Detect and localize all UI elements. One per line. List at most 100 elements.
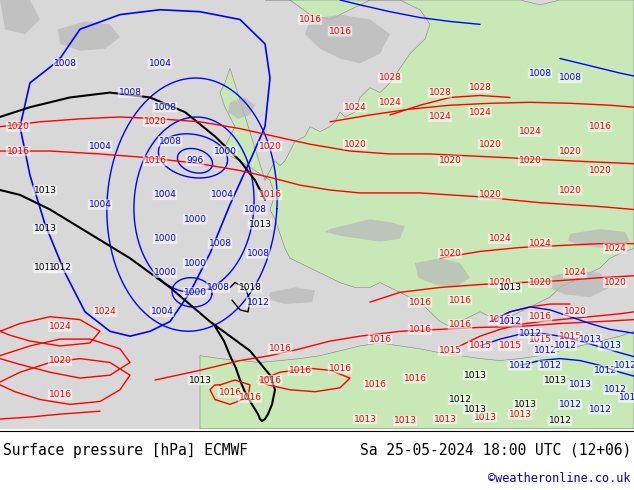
Text: 1020: 1020 <box>489 278 512 287</box>
Text: 1012: 1012 <box>548 416 571 425</box>
Text: 1013: 1013 <box>434 415 456 423</box>
Text: 1008: 1008 <box>207 283 230 292</box>
Text: 1004: 1004 <box>150 307 174 317</box>
Text: 1013: 1013 <box>34 186 56 195</box>
Text: 1013: 1013 <box>508 410 531 418</box>
Text: 1024: 1024 <box>429 112 451 122</box>
Text: 1012: 1012 <box>508 361 531 370</box>
Text: 1000: 1000 <box>183 259 207 268</box>
Text: 996: 996 <box>186 156 204 165</box>
Text: 1020: 1020 <box>479 140 501 149</box>
Text: 1015: 1015 <box>469 342 491 350</box>
Text: 1013: 1013 <box>34 224 56 234</box>
Text: 1012: 1012 <box>538 361 562 370</box>
Text: 1012: 1012 <box>593 366 616 375</box>
Text: 1016: 1016 <box>588 122 612 131</box>
Polygon shape <box>0 0 40 34</box>
Text: 1016: 1016 <box>6 147 30 155</box>
Text: 1004: 1004 <box>210 191 233 199</box>
Text: 1020: 1020 <box>479 191 501 199</box>
Text: 1008: 1008 <box>209 239 231 248</box>
Text: 1012: 1012 <box>498 317 521 326</box>
Text: 1016: 1016 <box>448 295 472 305</box>
Text: 1016: 1016 <box>299 15 321 24</box>
Text: 1008: 1008 <box>53 59 77 68</box>
Text: 1012: 1012 <box>519 329 541 338</box>
Text: 1024: 1024 <box>469 108 491 117</box>
Text: 1015: 1015 <box>529 335 552 343</box>
Text: 1016: 1016 <box>408 325 432 334</box>
Text: 1000: 1000 <box>183 288 207 297</box>
Text: ©weatheronline.co.uk: ©weatheronline.co.uk <box>488 472 631 486</box>
Text: 1012: 1012 <box>49 264 72 272</box>
Text: 1004: 1004 <box>89 200 112 209</box>
Text: 1013: 1013 <box>498 283 522 292</box>
Text: 1013: 1013 <box>578 335 602 343</box>
Text: 1012: 1012 <box>559 400 581 409</box>
Text: 1008: 1008 <box>247 249 269 258</box>
Text: 1000: 1000 <box>153 269 176 277</box>
Text: 1013: 1013 <box>394 416 417 425</box>
Text: 1020: 1020 <box>519 156 541 165</box>
Text: 1016: 1016 <box>368 335 392 343</box>
Text: 1013: 1013 <box>514 400 536 409</box>
Text: 1015: 1015 <box>559 332 581 341</box>
Text: 1024: 1024 <box>519 127 541 136</box>
Text: 1024: 1024 <box>378 98 401 107</box>
Text: 1013: 1013 <box>188 375 212 385</box>
Text: 1008: 1008 <box>559 74 581 82</box>
Text: 1028: 1028 <box>469 83 491 92</box>
Text: 1013: 1013 <box>569 380 592 390</box>
Text: 1013: 1013 <box>463 370 486 380</box>
Text: 1020: 1020 <box>49 356 72 365</box>
Text: 1013: 1013 <box>34 264 56 272</box>
Text: 1013: 1013 <box>354 415 377 423</box>
Text: 1013: 1013 <box>474 413 496 421</box>
Polygon shape <box>58 22 120 50</box>
Text: 1020: 1020 <box>559 186 581 195</box>
Text: 1016: 1016 <box>489 315 512 324</box>
Text: 1016: 1016 <box>363 380 387 390</box>
Polygon shape <box>200 331 634 429</box>
Text: 1013: 1013 <box>249 220 271 229</box>
Text: 1000: 1000 <box>153 234 176 243</box>
Text: 1012: 1012 <box>588 405 611 414</box>
Text: 1020: 1020 <box>143 117 167 126</box>
Text: 1024: 1024 <box>529 239 552 248</box>
Text: 1016: 1016 <box>259 191 281 199</box>
Polygon shape <box>545 271 610 297</box>
Polygon shape <box>568 229 630 248</box>
Text: 1004: 1004 <box>148 59 171 68</box>
Text: 1016: 1016 <box>328 364 351 373</box>
Text: 1020: 1020 <box>559 147 581 155</box>
Text: 1012: 1012 <box>619 393 634 402</box>
Text: 1016: 1016 <box>403 373 427 383</box>
Polygon shape <box>220 0 634 326</box>
Text: 1020: 1020 <box>529 278 552 287</box>
Text: 1016: 1016 <box>48 390 72 399</box>
Text: 1016: 1016 <box>219 388 242 397</box>
Text: 1015: 1015 <box>498 342 522 350</box>
Text: 1016: 1016 <box>448 320 472 329</box>
Text: 1024: 1024 <box>489 234 512 243</box>
Text: 1016: 1016 <box>259 375 281 385</box>
Text: 1008: 1008 <box>119 88 141 97</box>
Text: 1020: 1020 <box>344 140 366 149</box>
Text: 1000: 1000 <box>214 147 236 155</box>
Text: 1020: 1020 <box>259 142 281 150</box>
Polygon shape <box>228 98 255 119</box>
Text: 1008: 1008 <box>158 137 181 146</box>
Text: 1012: 1012 <box>614 361 634 370</box>
Text: 1000: 1000 <box>183 215 207 224</box>
Text: 1020: 1020 <box>564 307 586 317</box>
Polygon shape <box>415 258 470 288</box>
Text: 1012: 1012 <box>449 395 472 404</box>
Text: 1008: 1008 <box>529 69 552 77</box>
Text: 1016: 1016 <box>328 26 351 36</box>
Text: 1020: 1020 <box>6 122 29 131</box>
Text: 1024: 1024 <box>344 103 366 112</box>
Text: 1020: 1020 <box>439 249 462 258</box>
Polygon shape <box>305 15 390 63</box>
Text: 1012: 1012 <box>604 385 626 394</box>
Polygon shape <box>268 288 315 304</box>
